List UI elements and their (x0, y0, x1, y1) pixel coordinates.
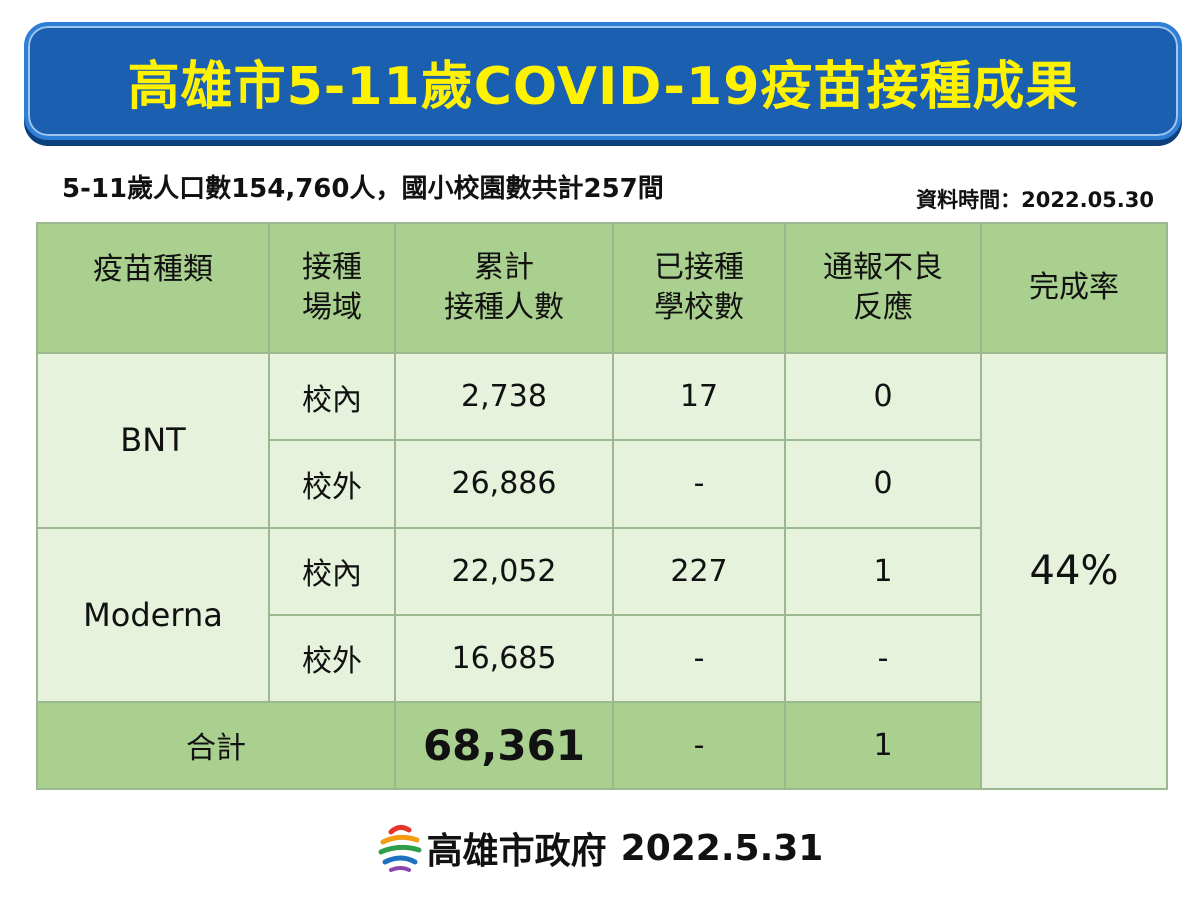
table-header-row: 疫苗種類 接種 場域 累計 接種人數 已接種 學校數 通報不良 反應 完成率 (36, 221, 1168, 355)
header-cumulative: 累計 接種人數 (394, 221, 614, 355)
footer-organization: 高雄市政府 (426, 831, 607, 872)
total-schools: - (612, 700, 786, 791)
vaccine-cell-moderna: Moderna (36, 526, 270, 703)
header-vaccine-type: 疫苗種類 (36, 221, 270, 355)
table-row: 校外 26,886 - 0 (37, 439, 1167, 529)
cumulative-cell: 2,738 (394, 352, 614, 442)
adverse-cell: 1 (784, 526, 982, 616)
page-title: 高雄市5-11歲COVID-19疫苗接種成果 (127, 56, 1079, 117)
population-summary: 5-11歲人口數154,760人，國小校園數共計257間 (62, 174, 664, 204)
total-adverse: 1 (784, 700, 982, 791)
header-rate: 完成率 (980, 221, 1168, 355)
adverse-cell: 0 (784, 352, 982, 442)
adverse-cell: - (784, 613, 982, 703)
table-row: Moderna 校內 22,052 227 1 (36, 526, 1167, 703)
footer-date: 2022.5.31 (620, 827, 824, 869)
site-cell: 校內 (268, 352, 396, 442)
header-site: 接種 場域 (268, 221, 396, 355)
data-timestamp: 資料時間：2022.05.30 (916, 188, 1154, 212)
footer: 高雄市政府 2022.5.31 (0, 818, 1200, 878)
completion-rate-cell: 44% (980, 352, 1168, 790)
vaccine-cell-bnt: BNT (36, 352, 270, 529)
cumulative-cell: 16,685 (394, 613, 614, 703)
cumulative-cell: 26,886 (394, 439, 614, 529)
table-row: BNT 校內 2,738 17 0 44% (36, 352, 1168, 790)
total-label: 合計 (36, 700, 396, 791)
schools-cell: 17 (612, 352, 786, 442)
site-cell: 校內 (268, 526, 396, 616)
schools-cell: - (612, 439, 786, 529)
vaccination-table: 疫苗種類 接種 場域 累計 接種人數 已接種 學校數 通報不良 反應 完成率 B… (36, 221, 1168, 791)
site-cell: 校外 (268, 613, 396, 703)
schools-cell: 227 (612, 526, 786, 616)
site-cell: 校外 (268, 439, 396, 529)
table-row: 校外 16,685 - - (37, 613, 1167, 703)
schools-cell: - (612, 613, 786, 703)
cumulative-cell: 22,052 (394, 526, 614, 616)
total-cumulative: 68,361 (394, 700, 614, 791)
adverse-cell: 0 (784, 439, 982, 529)
header-schools: 已接種 學校數 (612, 221, 786, 355)
header-adverse: 通報不良 反應 (784, 221, 982, 355)
title-banner: 高雄市5-11歲COVID-19疫苗接種成果 (24, 22, 1182, 140)
table-total-row: 合計 68,361 - 1 (36, 700, 1167, 791)
kaohsiung-city-logo-icon (378, 824, 422, 872)
